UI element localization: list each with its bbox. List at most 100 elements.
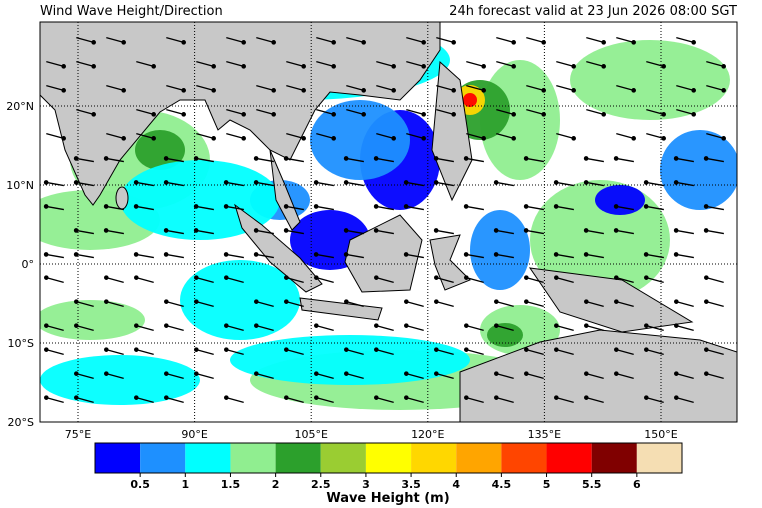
arrow-head	[344, 347, 349, 352]
arrow	[316, 37, 334, 43]
wave-patch	[463, 93, 477, 107]
arrow-head	[134, 395, 139, 400]
arrow	[286, 61, 304, 67]
arrow-head	[73, 180, 79, 185]
arrow	[406, 325, 424, 331]
arrow-head	[103, 204, 109, 209]
arrow-head	[493, 252, 499, 257]
arrow	[436, 229, 454, 235]
arrow-head	[673, 180, 679, 185]
arrow	[286, 157, 304, 163]
arrow	[706, 85, 724, 91]
arrow	[46, 181, 64, 187]
lon-label: 105°E	[294, 428, 327, 441]
arrow	[376, 229, 394, 235]
arrow	[376, 397, 394, 403]
arrow	[646, 325, 664, 331]
arrow	[166, 253, 184, 259]
arrow-head	[223, 252, 229, 257]
arrow	[346, 157, 364, 163]
arrow	[376, 205, 394, 211]
arrow	[706, 349, 724, 355]
arrow-head	[421, 112, 426, 117]
arrow-head	[283, 156, 289, 161]
arrow	[226, 181, 244, 187]
arrow-head	[223, 204, 229, 209]
arrow	[526, 277, 544, 283]
map-frame	[39, 21, 738, 423]
arrow-head	[494, 395, 499, 400]
arrow-head	[271, 40, 276, 45]
arrow-head	[524, 371, 529, 376]
arrow-head	[361, 40, 366, 45]
arrow	[166, 37, 184, 43]
arrow	[166, 181, 184, 187]
arrow-head	[163, 180, 169, 185]
arrow	[376, 349, 394, 355]
arrow-head	[211, 88, 216, 93]
arrow-head	[541, 40, 546, 45]
arrow-head	[253, 252, 259, 257]
colorbar-swatch	[320, 443, 366, 473]
arrow-head	[553, 180, 559, 185]
arrow-head	[704, 371, 709, 376]
arrow	[676, 397, 694, 403]
arrow-head	[674, 323, 679, 328]
arrow-head	[73, 156, 79, 161]
arrow	[646, 133, 664, 139]
arrow-head	[523, 228, 529, 233]
arrow-head	[224, 323, 229, 328]
arrow-head	[433, 156, 439, 161]
arrow	[316, 133, 334, 139]
arrow	[616, 205, 634, 211]
arrow-head	[481, 88, 486, 93]
arrow	[646, 397, 664, 403]
arrow	[406, 133, 424, 139]
arrow	[676, 229, 694, 235]
arrow	[526, 349, 544, 355]
arrow	[466, 205, 484, 211]
arrow-head	[241, 136, 246, 141]
arrow-head	[163, 156, 169, 161]
arrow	[406, 397, 424, 403]
arrow-head	[374, 323, 379, 328]
colorbar-swatch	[501, 443, 547, 473]
arrow-head	[151, 64, 156, 69]
arrow-head	[133, 252, 139, 257]
arrow	[286, 301, 304, 307]
arrow	[136, 325, 154, 331]
arrow	[346, 109, 364, 115]
arrow	[706, 373, 724, 379]
arrow-head	[704, 347, 709, 352]
arrow-head	[361, 88, 366, 93]
arrow-head	[404, 323, 409, 328]
arrow-head	[421, 40, 426, 45]
arrow-head	[344, 299, 349, 304]
arrow	[226, 109, 244, 115]
arrow	[226, 133, 244, 139]
arrow-head	[673, 228, 679, 233]
arrow	[406, 373, 424, 379]
arrow-head	[403, 204, 409, 209]
arrow-head	[91, 112, 96, 117]
arrow	[256, 85, 274, 91]
arrow	[316, 61, 334, 67]
arrow-head	[134, 323, 139, 328]
arrow-head	[464, 323, 469, 328]
arrow	[676, 373, 694, 379]
arrow-head	[163, 252, 169, 257]
arrow-head	[391, 64, 396, 69]
arrow	[496, 373, 514, 379]
arrow-head	[691, 88, 696, 93]
arrow	[466, 157, 484, 163]
wave-patch	[40, 355, 200, 405]
arrow	[316, 205, 334, 211]
arrow-head	[403, 252, 409, 257]
arrow	[586, 61, 604, 67]
arrow-head	[643, 180, 649, 185]
arrow	[646, 253, 664, 259]
colorbar-tick-label: 0.5	[130, 478, 150, 491]
arrow	[676, 181, 694, 187]
arrow	[166, 229, 184, 235]
arrow	[46, 277, 64, 283]
